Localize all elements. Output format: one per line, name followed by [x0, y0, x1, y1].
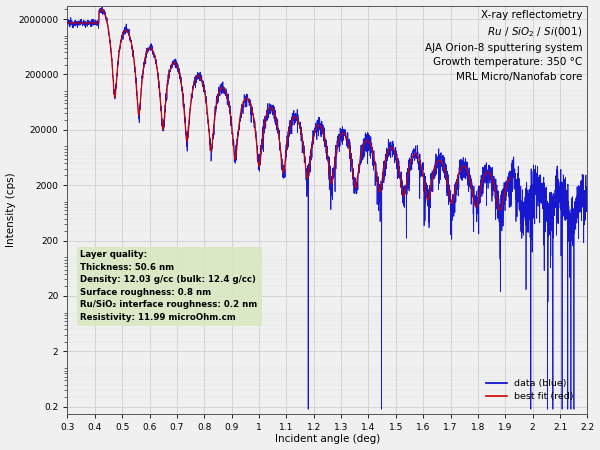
X-axis label: Incident angle (deg): Incident angle (deg) — [275, 434, 380, 445]
Text: X-ray reflectometry
$\mathit{Ru\ /\ SiO_2\ /\ Si(001)}$
AJA Orion-8 sputtering s: X-ray reflectometry $\mathit{Ru\ /\ SiO_… — [425, 9, 582, 82]
Y-axis label: Intensity (cps): Intensity (cps) — [5, 172, 16, 247]
Legend: data (blue), best fit (red): data (blue), best fit (red) — [482, 375, 577, 405]
Text: Layer quality:
Thickness: 50.6 nm
Density: 12.03 g/cc (bulk: 12.4 g/cc)
Surface : Layer quality: Thickness: 50.6 nm Densit… — [80, 250, 258, 322]
